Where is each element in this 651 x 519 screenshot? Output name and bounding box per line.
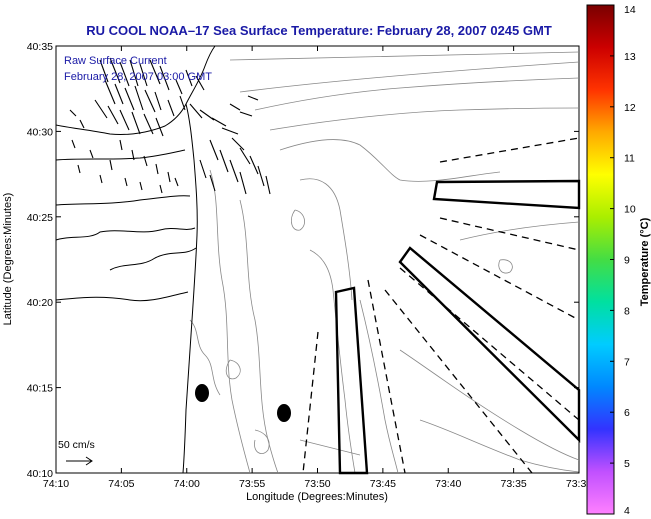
x-tick-label: 73:30 — [566, 478, 592, 490]
x-tick-label: 74:10 — [43, 478, 69, 490]
colorbar-tick-label: 8 — [624, 305, 630, 317]
coastline — [55, 45, 216, 474]
colorbar-tick-label: 4 — [624, 505, 630, 517]
x-tick-label: 74:00 — [174, 478, 200, 490]
y-tick-label: 40:25 — [27, 212, 53, 224]
beam-outlines — [334, 179, 581, 475]
x-tick-label: 74:05 — [108, 478, 134, 490]
y-tick-label: 40:15 — [27, 383, 53, 395]
colorbar-ticks: 4 5 6 7 8 9 10 11 12 13 14 — [610, 4, 636, 517]
y-tick-label: 40:10 — [27, 468, 53, 480]
scale-label: 50 cm/s — [58, 439, 95, 451]
colorbar-tick-label: 6 — [624, 407, 630, 419]
colorbar-tick-label: 5 — [624, 458, 630, 470]
y-tick-label: 40:35 — [27, 41, 53, 53]
station-dot — [277, 404, 291, 422]
x-axis-ticks: 74:10 74:05 74:00 73:55 73:50 73:45 73:40 73:35… — [43, 46, 592, 490]
scale-arrow — [66, 456, 93, 466]
x-tick-label: 73:35 — [500, 478, 526, 490]
colorbar-tick-label: 7 — [624, 356, 630, 368]
figure-title: RU COOL NOAA–17 Sea Surface Temperature:… — [86, 23, 552, 38]
colorbar-tick-label: 10 — [624, 204, 636, 216]
y-axis-label: Latitude (Degrees:Minutes) — [2, 193, 14, 326]
overlay-title: Raw Surface Current — [64, 55, 167, 67]
plot-frame — [55, 45, 580, 474]
colorbar-tick-label: 13 — [624, 51, 636, 63]
station-dot — [195, 384, 209, 402]
bathymetry-contours — [189, 51, 580, 474]
x-tick-label: 73:40 — [435, 478, 461, 490]
colorbar-tick-label: 11 — [624, 153, 635, 165]
colorbar-tick-label: 12 — [624, 102, 636, 114]
y-axis-ticks: 40:10 40:15 40:20 40:25 40:30 40:35 — [27, 41, 579, 480]
x-tick-label: 73:50 — [304, 478, 330, 490]
x-tick-label: 73:55 — [239, 478, 265, 490]
y-tick-label: 40:20 — [27, 297, 53, 309]
overlay-time: February 28, 2007 03:00 GMT — [64, 71, 212, 83]
colorbar-label: Temperature (°C) — [639, 217, 651, 306]
surface-current-vectors — [69, 57, 271, 195]
y-tick-label: 40:30 — [27, 126, 53, 138]
colorbar — [586, 4, 615, 515]
colorbar-tick-label: 14 — [624, 4, 636, 16]
x-axis-label: Longitude (Degrees:Minutes) — [246, 491, 388, 503]
plot-content: Raw Surface Current February 28, 2007 03… — [55, 45, 581, 475]
colorbar-tick-label: 9 — [624, 255, 630, 267]
x-tick-label: 73:45 — [370, 478, 396, 490]
